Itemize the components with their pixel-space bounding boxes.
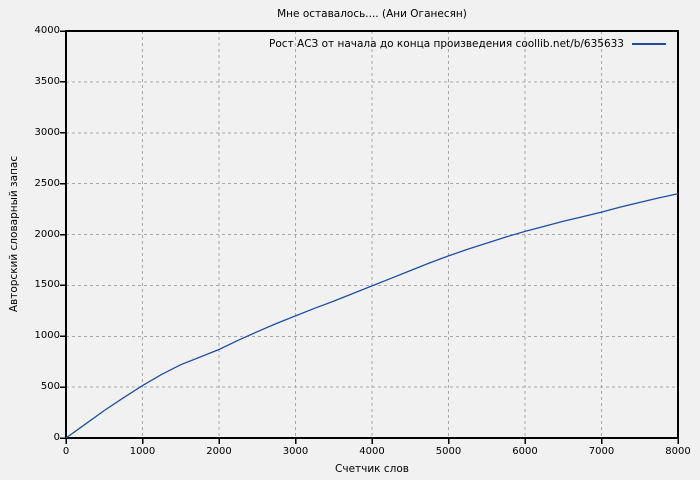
x-tick-label: 1000 — [129, 446, 156, 457]
y-tick-label: 1500 — [34, 279, 60, 291]
y-tick-label: 0 — [53, 432, 60, 443]
y-tick-label: 1000 — [34, 330, 60, 342]
x-tick-label: 6000 — [512, 446, 538, 457]
y-tick-label: 500 — [40, 381, 60, 393]
x-tick-label: 0 — [62, 446, 70, 457]
x-tick-label: 3000 — [282, 446, 309, 457]
plot-border — [65, 30, 679, 439]
chart-title: Мне оставалось.... (Ани Оганесян) — [277, 8, 467, 20]
x-axis-label: Счетчик слов — [335, 463, 409, 475]
x-tick-label: 5000 — [435, 446, 462, 457]
x-tick-label: 4000 — [359, 446, 385, 457]
x-tick-label: 8000 — [665, 446, 691, 457]
y-tick-label: 2500 — [34, 177, 60, 189]
legend-line-sample — [632, 43, 666, 45]
y-tick-label: 3000 — [34, 126, 60, 138]
legend-label: Рост АСЗ от начала до конца произведения… — [269, 38, 624, 50]
y-tick-label: 3500 — [34, 75, 60, 87]
x-tick-label: 2000 — [206, 446, 232, 457]
x-tick-label: 7000 — [588, 446, 615, 457]
y-tick-label: 2000 — [34, 228, 60, 240]
legend: Рост АСЗ от начала до конца произведения… — [269, 37, 666, 51]
series-line — [65, 193, 679, 439]
y-tick-label: 4000 — [34, 25, 60, 36]
